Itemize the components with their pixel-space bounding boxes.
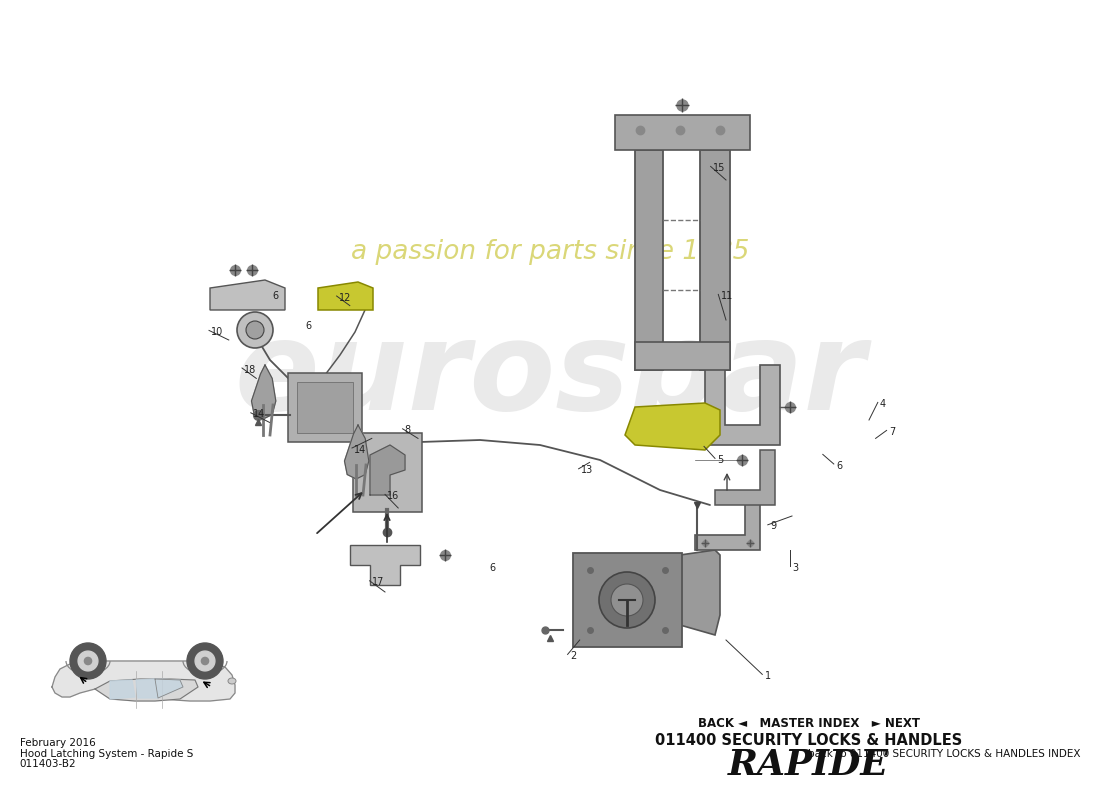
Text: 18: 18 <box>244 365 256 374</box>
Text: eurospar: eurospar <box>234 315 866 437</box>
Text: 5: 5 <box>717 455 724 465</box>
Text: 16: 16 <box>387 491 399 501</box>
Circle shape <box>610 584 643 616</box>
Text: 15: 15 <box>713 163 725 173</box>
Text: BACK ◄   MASTER INDEX   ► NEXT: BACK ◄ MASTER INDEX ► NEXT <box>697 717 920 730</box>
Polygon shape <box>95 679 198 701</box>
Text: 2: 2 <box>570 651 576 661</box>
Text: 17: 17 <box>372 578 384 587</box>
Polygon shape <box>705 365 780 445</box>
Text: 011403-B2: 011403-B2 <box>20 759 76 769</box>
Circle shape <box>70 643 106 679</box>
Text: back to 011400 SECURITY LOCKS & HANDLES INDEX: back to 011400 SECURITY LOCKS & HANDLES … <box>807 749 1080 758</box>
Text: 13: 13 <box>581 466 593 475</box>
Text: 3: 3 <box>792 563 799 573</box>
Text: 6: 6 <box>273 291 279 301</box>
FancyBboxPatch shape <box>353 433 422 512</box>
Circle shape <box>187 643 223 679</box>
Text: 10: 10 <box>211 327 223 337</box>
FancyBboxPatch shape <box>288 373 362 442</box>
Polygon shape <box>680 550 720 635</box>
Text: 9: 9 <box>770 522 777 531</box>
Text: 011400 SECURITY LOCKS & HANDLES: 011400 SECURITY LOCKS & HANDLES <box>654 734 962 748</box>
Text: 6: 6 <box>306 322 312 331</box>
Text: February 2016: February 2016 <box>20 738 96 748</box>
Text: Hood Latching System - Rapide S: Hood Latching System - Rapide S <box>20 749 194 758</box>
Polygon shape <box>700 150 730 370</box>
Circle shape <box>236 312 273 348</box>
Polygon shape <box>110 680 135 699</box>
Polygon shape <box>615 115 750 150</box>
Circle shape <box>85 658 91 665</box>
Text: 6: 6 <box>490 563 496 573</box>
Text: 6: 6 <box>836 461 843 470</box>
FancyBboxPatch shape <box>573 553 682 647</box>
Polygon shape <box>715 450 775 505</box>
Text: 4: 4 <box>880 399 887 409</box>
Polygon shape <box>695 495 760 550</box>
Text: a passion for parts since 1985: a passion for parts since 1985 <box>351 239 749 265</box>
Text: RAPIDE: RAPIDE <box>728 748 889 782</box>
Polygon shape <box>635 342 730 370</box>
Polygon shape <box>344 425 369 479</box>
Polygon shape <box>252 365 276 419</box>
Circle shape <box>201 658 209 665</box>
Polygon shape <box>136 679 158 698</box>
Polygon shape <box>210 280 285 310</box>
Circle shape <box>78 651 98 671</box>
Polygon shape <box>52 661 235 701</box>
Circle shape <box>195 651 214 671</box>
Ellipse shape <box>228 678 236 684</box>
Polygon shape <box>635 150 663 370</box>
Text: 1: 1 <box>764 671 771 681</box>
Polygon shape <box>625 403 720 450</box>
Polygon shape <box>155 679 183 698</box>
Polygon shape <box>318 282 373 310</box>
Polygon shape <box>350 545 420 585</box>
Polygon shape <box>370 445 405 495</box>
FancyBboxPatch shape <box>297 382 353 433</box>
Text: 14: 14 <box>253 410 265 419</box>
Circle shape <box>246 321 264 339</box>
Circle shape <box>600 572 654 628</box>
Text: 12: 12 <box>339 293 351 302</box>
Text: 11: 11 <box>720 291 733 301</box>
Text: 7: 7 <box>889 427 895 437</box>
Text: 8: 8 <box>405 426 411 435</box>
Text: 14: 14 <box>354 445 366 454</box>
